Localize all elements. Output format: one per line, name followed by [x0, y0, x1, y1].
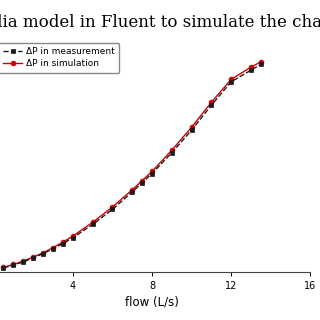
- ΔP in measurement: [130, 190, 134, 194]
- ΔP in measurement: [91, 222, 94, 226]
- ΔP in simulation: [21, 259, 25, 263]
- ΔP in simulation: [31, 255, 35, 259]
- ΔP in simulation: [91, 220, 94, 224]
- ΔP in simulation: [140, 179, 144, 183]
- ΔP in simulation: [130, 188, 134, 192]
- Line: ΔP in simulation: ΔP in simulation: [1, 59, 263, 270]
- ΔP in simulation: [249, 65, 253, 69]
- ΔP in measurement: [51, 247, 55, 251]
- ΔP in simulation: [110, 205, 114, 209]
- ΔP in simulation: [170, 148, 174, 152]
- Line: ΔP in measurement: ΔP in measurement: [1, 62, 263, 270]
- ΔP in simulation: [210, 100, 213, 104]
- ΔP in simulation: [51, 246, 55, 250]
- ΔP in measurement: [259, 62, 263, 66]
- ΔP in measurement: [190, 128, 194, 132]
- ΔP in measurement: [2, 266, 5, 270]
- ΔP in measurement: [12, 263, 15, 267]
- ΔP in simulation: [229, 77, 233, 81]
- ΔP in measurement: [229, 80, 233, 84]
- ΔP in measurement: [21, 260, 25, 264]
- ΔP in simulation: [12, 263, 15, 267]
- ΔP in measurement: [110, 207, 114, 211]
- ΔP in measurement: [150, 172, 154, 175]
- ΔP in measurement: [41, 252, 45, 256]
- ΔP in measurement: [31, 256, 35, 260]
- Legend: ΔP in measurement, ΔP in simulation: ΔP in measurement, ΔP in simulation: [0, 43, 119, 73]
- ΔP in measurement: [61, 242, 65, 245]
- ΔP in simulation: [2, 266, 5, 269]
- ΔP in simulation: [61, 240, 65, 244]
- ΔP in measurement: [170, 151, 174, 155]
- ΔP in simulation: [150, 170, 154, 173]
- ΔP in measurement: [71, 236, 75, 240]
- ΔP in simulation: [41, 251, 45, 255]
- ΔP in simulation: [190, 125, 194, 129]
- ΔP in simulation: [259, 60, 263, 64]
- ΔP in measurement: [140, 181, 144, 185]
- ΔP in simulation: [71, 234, 75, 238]
- Text: porous media model in Fluent to simulate the characteristics: porous media model in Fluent to simulate…: [0, 14, 320, 31]
- ΔP in measurement: [210, 103, 213, 107]
- X-axis label: flow (L/s): flow (L/s): [125, 295, 179, 308]
- ΔP in measurement: [249, 68, 253, 72]
